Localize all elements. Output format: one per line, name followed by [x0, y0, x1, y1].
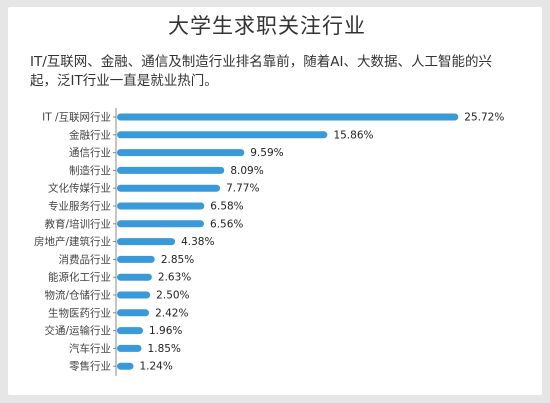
category-label: 房地产/建筑行业 — [34, 235, 111, 248]
bar — [117, 273, 152, 281]
value-label: 6.56% — [210, 218, 243, 230]
bar — [117, 291, 151, 299]
bars-layer: IT /互联网行业 25.72% 金融行业 15.86% 通信行业 9.59% 制造行业 8.… — [34, 111, 504, 373]
category-label: 消费品行业 — [59, 253, 112, 266]
value-label: 9.59% — [250, 147, 283, 159]
value-label: 1.96% — [149, 325, 182, 337]
value-label: 4.38% — [181, 236, 214, 248]
bar — [117, 362, 134, 370]
value-label: 1.24% — [139, 361, 172, 373]
chart-subtitle: IT/互联网、金融、通信及制造行业排名靠前，随着AI、大数据、人工智能的兴起，泛… — [30, 54, 492, 89]
bar — [117, 202, 205, 210]
category-label: IT /互联网行业 — [42, 111, 111, 124]
value-label: 8.09% — [230, 165, 263, 177]
category-label: 教育/培训行业 — [44, 217, 111, 230]
bar — [117, 113, 459, 121]
category-label: 通信行业 — [69, 146, 111, 159]
category-label: 物流/仓储行业 — [44, 289, 111, 302]
value-label: 25.72% — [464, 112, 504, 124]
value-label: 7.77% — [226, 183, 259, 195]
bar — [117, 220, 204, 228]
bar — [117, 184, 221, 192]
category-label: 生物医药行业 — [48, 306, 111, 319]
bar — [117, 344, 142, 352]
value-label: 6.58% — [210, 201, 243, 213]
category-label: 文化传媒行业 — [48, 182, 111, 195]
bar — [117, 131, 328, 139]
category-label: 汽车行业 — [69, 342, 111, 355]
category-label: 制造行业 — [69, 164, 111, 177]
chart-card — [8, 7, 542, 395]
bar — [117, 309, 150, 317]
bar — [117, 238, 176, 246]
value-label: 2.85% — [161, 254, 194, 266]
bar — [117, 327, 143, 335]
category-label: 专业服务行业 — [48, 200, 111, 213]
bar — [117, 166, 225, 174]
value-label: 2.42% — [155, 307, 188, 319]
chart-title: 大学生求职关注行业 — [168, 14, 366, 38]
value-label: 2.50% — [156, 290, 189, 302]
bar — [117, 255, 155, 263]
value-label: 1.85% — [148, 343, 181, 355]
value-label: 15.86% — [333, 129, 373, 141]
bar — [117, 149, 245, 157]
category-label: 金融行业 — [69, 128, 111, 141]
category-label: 交通/运输行业 — [44, 324, 111, 337]
category-label: 零售行业 — [69, 360, 111, 373]
value-label: 2.63% — [158, 272, 191, 284]
category-label: 能源化工行业 — [48, 271, 111, 284]
